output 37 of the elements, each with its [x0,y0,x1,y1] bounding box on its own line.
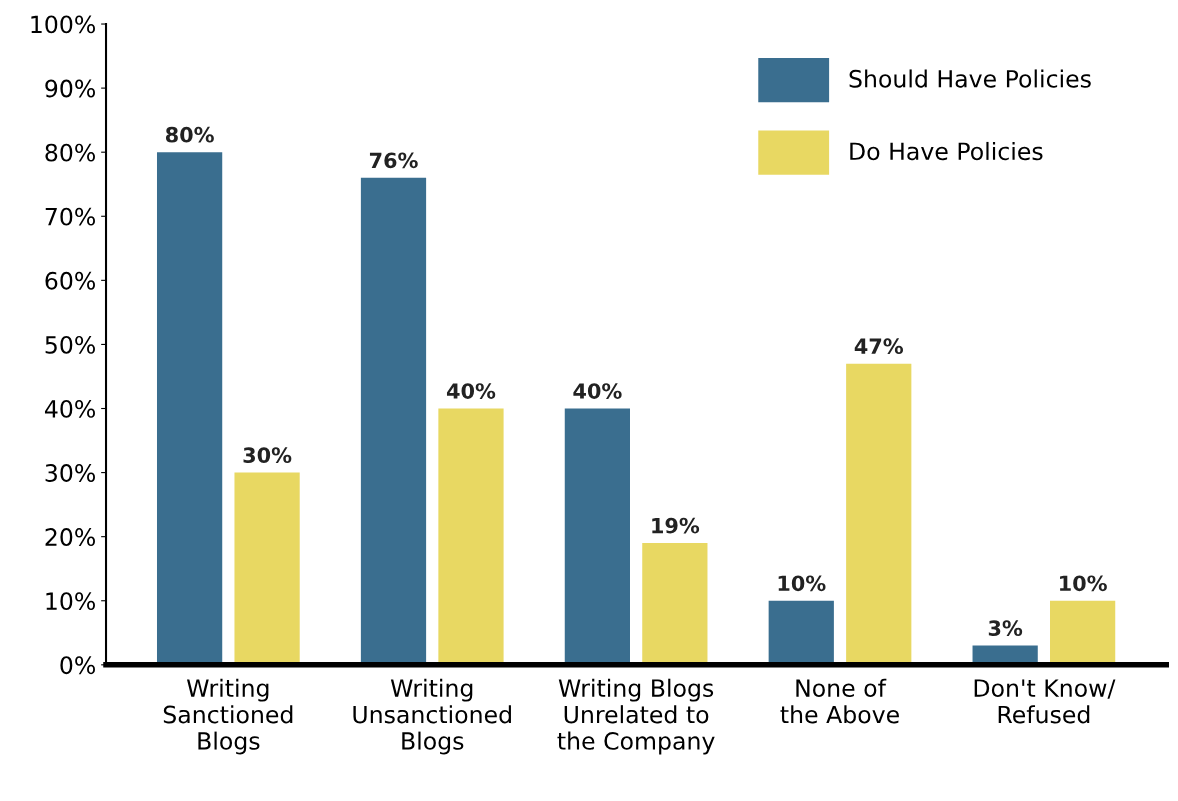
legend-label: Do Have Policies [850,141,1043,161]
y-tick-label: 40% [44,399,95,418]
bar [156,152,223,665]
text: 3% [988,620,1023,637]
bar [768,600,834,665]
text: 30% [243,447,292,463]
text: 19% [652,517,700,534]
y-tick-label: 10% [46,592,95,611]
y-tick-label: 50% [45,335,95,354]
text: 76% [369,152,418,169]
y-tick-label: 90% [45,79,95,98]
y-tick-label: 0% [60,656,95,675]
text: 10% [1060,575,1107,592]
y-tick-label: 100% [31,15,95,34]
bar [642,543,708,665]
bar [360,177,427,665]
bar [1050,600,1116,665]
text: 40% [446,383,496,399]
x-tick-label: Writing Sanctioned Blogs [163,678,293,755]
x-tick-label: Don't Know/ Refused [974,679,1116,724]
text: 47% [854,338,904,355]
text: 40% [573,383,622,399]
x-tick-label: Writing Blogs Unrelated to the Company [557,678,715,755]
y-tick-label: 30% [45,464,95,482]
x-tick-label: Writing Unsanctioned Blogs [353,678,511,755]
legend-label: Should Have Policies [849,69,1091,88]
bar [438,408,504,665]
y-tick-label: 80% [45,143,95,162]
text: 10% [778,575,826,592]
y-tick-label: 60% [45,271,95,290]
text: 80% [165,126,214,143]
bar [846,363,912,665]
x-tick-label: None of the Above [780,678,899,724]
bar [234,472,300,665]
bar [564,408,630,665]
y-tick-label: 20% [45,528,95,546]
y-tick-label: 70% [45,207,95,226]
